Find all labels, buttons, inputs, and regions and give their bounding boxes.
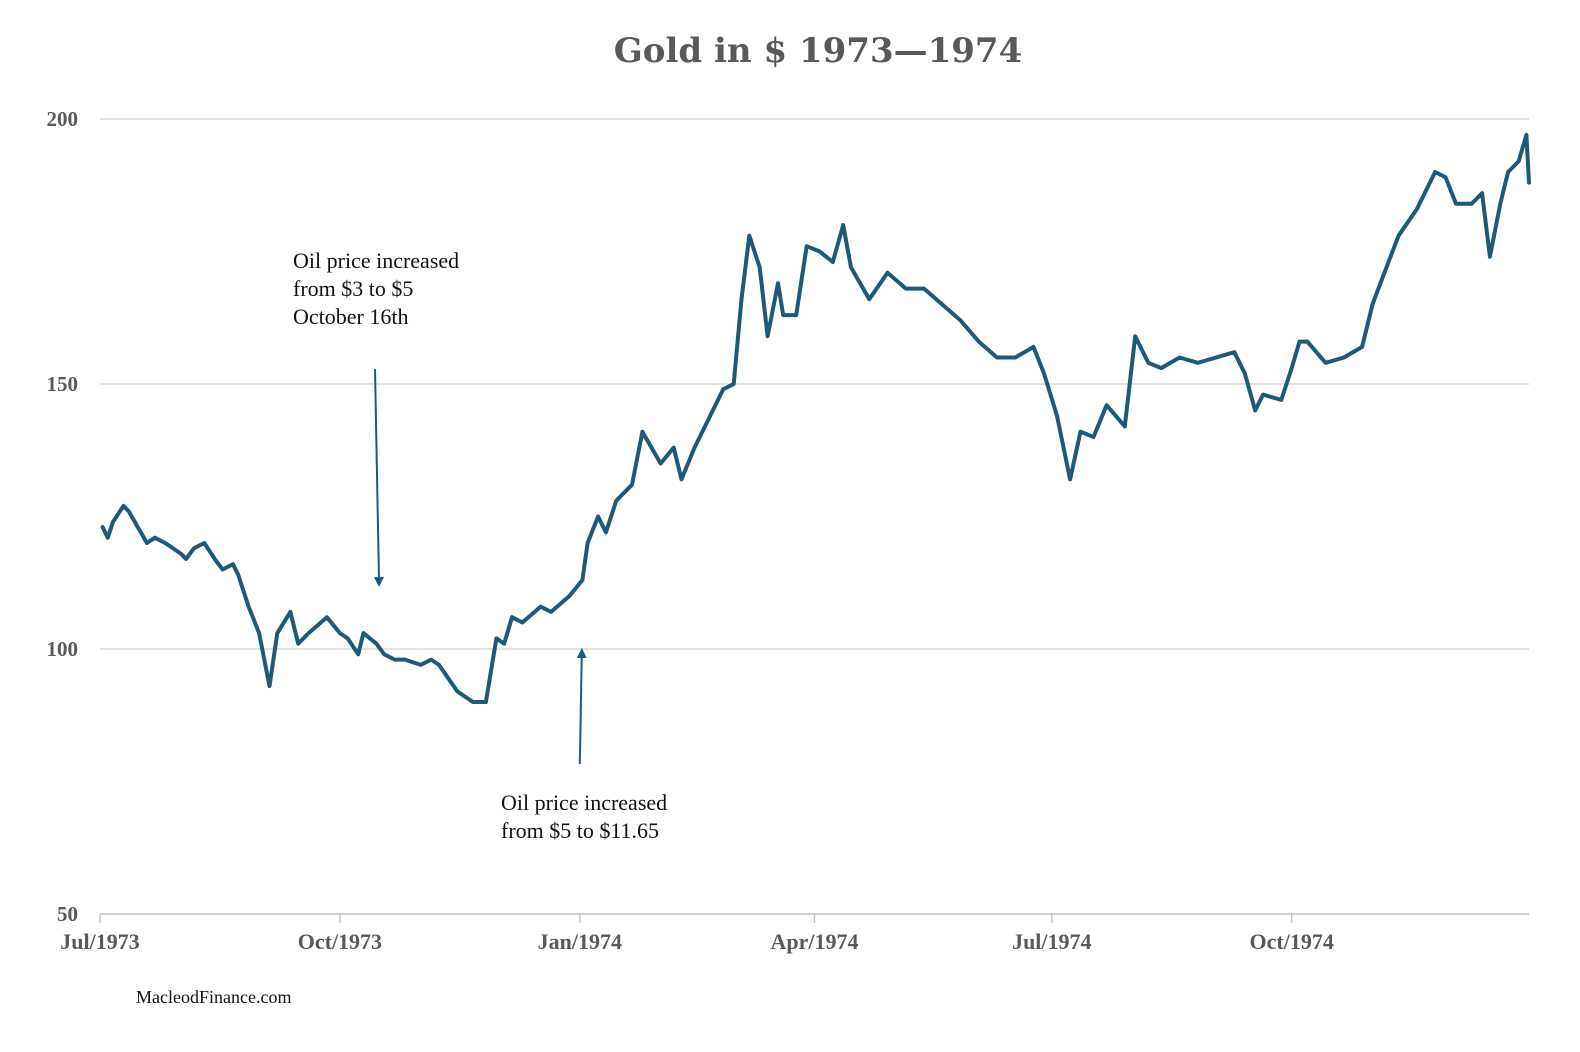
annotation-oil-october: Oil price increased from $3 to $5 October … [293,248,459,587]
annotation-text-line: Oil price increased [293,248,459,273]
y-tick-label: 50 [57,902,78,926]
x-tick-label: Jul/1973 [60,929,139,954]
y-tick-label: 150 [47,372,79,396]
annotation-arrow-up [576,648,587,765]
x-tick-label: Oct/1973 [298,929,382,954]
y-tick-label: 200 [47,107,79,131]
annotations: Oil price increased from $3 to $5 October … [293,248,667,843]
y-axis-tick-labels: 50 100 150 200 [47,107,79,926]
annotation-text-line: Oil price increased [501,790,667,815]
x-tick-label: Apr/1974 [771,929,859,954]
annotation-oil-january: Oil price increased from $5 to $11.65 [501,648,667,843]
annotation-text-line: from $3 to $5 [293,276,413,301]
x-tick-label: Oct/1974 [1250,929,1334,954]
y-tick-label: 100 [47,637,79,661]
x-tick-label: Jan/1974 [538,929,622,954]
gold-price-line [100,132,1531,704]
gridlines [100,118,1529,650]
annotation-text-line: October 16th [293,304,408,329]
chart-title: Gold in $ 1973—1974 [614,31,1022,71]
x-tick-label: Jul/1974 [1012,929,1091,954]
annotation-arrow-down [373,368,384,587]
x-axis-ticks: Jul/1973 Oct/1973 Jan/1974 Apr/1974 Jul/1974… [60,914,1334,954]
source-credit: MacleodFinance.com [136,987,291,1007]
annotation-text-line: from $5 to $11.65 [501,818,659,843]
